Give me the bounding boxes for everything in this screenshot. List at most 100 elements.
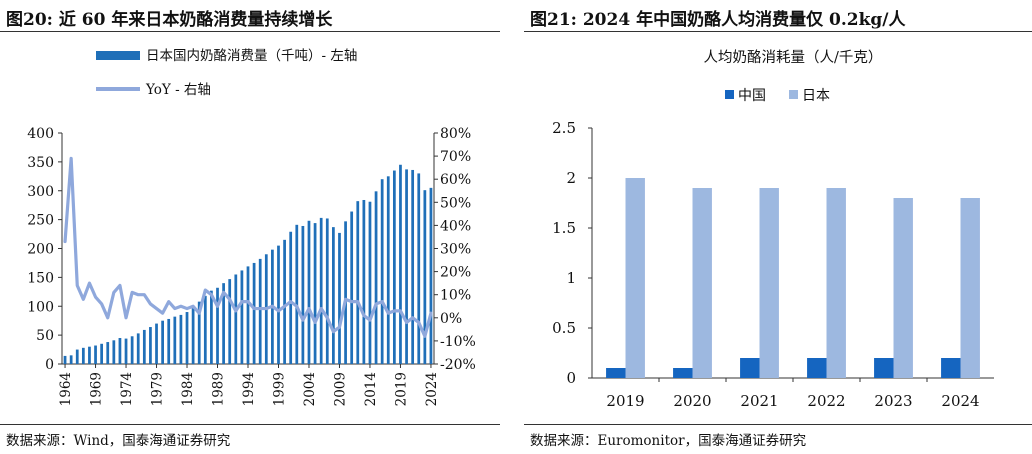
consumption-bar xyxy=(374,191,378,364)
legend-swatch-japan xyxy=(789,90,798,99)
japan-bar xyxy=(692,188,712,378)
x-tick-label: 2024 xyxy=(424,372,440,406)
y-tick-label-right: 10% xyxy=(440,288,471,304)
consumption-bar xyxy=(112,340,116,364)
x-tick-label: 2004 xyxy=(302,372,318,406)
consumption-bar xyxy=(344,221,347,364)
y-tick-label-right: 30% xyxy=(440,242,471,258)
y-tick-label: 2 xyxy=(566,169,576,187)
consumption-bar xyxy=(277,245,280,364)
y-tick-label: 1 xyxy=(566,269,576,287)
x-tick-label: 2023 xyxy=(874,392,912,410)
consumption-bar xyxy=(88,346,91,364)
consumption-bar xyxy=(210,290,213,364)
source-note: 数据来源：Euromonitor，国泰海通证券研究 xyxy=(530,433,807,449)
y-tick-label-right: 40% xyxy=(440,218,471,234)
consumption-bar xyxy=(191,307,195,364)
y-tick-label-right: -10% xyxy=(440,334,476,350)
legend-swatch-consumption xyxy=(96,51,140,60)
y-tick-label-right: 50% xyxy=(440,195,471,211)
consumption-bar xyxy=(392,170,396,364)
consumption-bar xyxy=(362,199,366,364)
legend-swatch-china xyxy=(725,90,734,99)
consumption-bar xyxy=(130,336,134,364)
y-tick-label-left: 100 xyxy=(27,299,54,315)
y-tick-label: 1.5 xyxy=(552,219,576,237)
consumption-bar xyxy=(258,258,262,364)
china-bar xyxy=(740,358,760,378)
japan-bar xyxy=(759,188,779,378)
china-bar xyxy=(874,358,894,378)
figure-20-panel: 图20: 近 60 年来日本奶酪消费量持续增长 日本国内奶酪消费量（千吨）- 左… xyxy=(0,0,500,454)
consumption-bar xyxy=(81,347,85,364)
x-tick-label: 2019 xyxy=(393,372,409,406)
consumption-bar xyxy=(63,355,67,364)
consumption-bar xyxy=(142,329,146,364)
legend-label-china: 中国 xyxy=(738,88,766,104)
consumption-bar xyxy=(179,314,183,364)
y-tick-label-left: 250 xyxy=(27,213,54,229)
consumption-bar xyxy=(228,279,232,364)
figure-title: 图21: 2024 年中国奶酪人均消费量仅 0.2kg/人 xyxy=(530,10,906,30)
consumption-bar xyxy=(386,176,390,364)
japan-bar xyxy=(960,198,980,378)
consumption-bar xyxy=(423,190,427,364)
consumption-bar xyxy=(417,173,421,364)
legend-label-yoy: YoY - 右轴 xyxy=(145,82,211,98)
consumption-bar xyxy=(295,224,299,364)
china-bar xyxy=(807,358,827,378)
consumption-bar xyxy=(338,232,341,364)
japan-bar xyxy=(893,198,913,378)
y-tick-label-left: 0 xyxy=(45,357,54,373)
consumption-bar xyxy=(411,169,415,364)
source-note: 数据来源：Wind，国泰海通证券研究 xyxy=(6,433,231,449)
x-tick-label: 1984 xyxy=(180,372,196,406)
x-tick-label: 1994 xyxy=(241,372,257,406)
consumption-bar xyxy=(149,327,152,364)
cheese-consumption-chart: 日本国内奶酪消费量（千吨）- 左轴 YoY - 右轴 0 50 100 150 200 250… xyxy=(27,48,476,406)
consumption-bar xyxy=(240,270,244,364)
consumption-bar xyxy=(106,342,110,364)
source-rule xyxy=(524,424,1032,425)
x-tick-label: 1989 xyxy=(211,372,227,406)
consumption-bar xyxy=(289,231,293,364)
consumption-bar xyxy=(216,287,219,364)
consumption-bar xyxy=(332,227,335,364)
consumption-bar xyxy=(203,295,207,364)
y-tick-label-right: 80% xyxy=(440,126,471,142)
figure-title: 图20: 近 60 年来日本奶酪消费量持续增长 xyxy=(6,10,333,30)
consumption-bar xyxy=(234,274,238,364)
consumption-bar xyxy=(399,164,402,364)
consumption-bar xyxy=(222,283,225,364)
consumption-bar xyxy=(252,262,256,364)
consumption-bar xyxy=(75,349,79,364)
per-capita-consumption-chart: 人均奶酪消耗量（人/千克） 中国 日本 0 0.5 1 1.5 2 2.5 2019 2020 202… xyxy=(552,49,994,410)
x-tick-label: 1969 xyxy=(89,372,105,406)
y-tick-label-right: -20% xyxy=(440,357,476,373)
consumption-bar xyxy=(325,218,329,364)
y-tick-label: 0 xyxy=(566,369,576,387)
consumption-bar xyxy=(69,355,73,364)
consumption-bar xyxy=(313,223,317,364)
x-tick-label: 2009 xyxy=(332,372,348,406)
consumption-bar xyxy=(136,333,140,364)
legend-label-consumption: 日本国内奶酪消费量（千吨）- 左轴 xyxy=(146,48,357,64)
consumption-bar xyxy=(319,217,323,364)
y-tick-label-left: 200 xyxy=(27,242,54,258)
china-bar xyxy=(673,368,693,378)
figure-21-panel: 图21: 2024 年中国奶酪人均消费量仅 0.2kg/人 人均奶酪消耗量（人/… xyxy=(524,0,1032,454)
source-rule xyxy=(0,424,500,425)
title-rule xyxy=(524,31,1032,32)
y-tick-label-left: 150 xyxy=(27,270,54,286)
y-tick-label-right: 0% xyxy=(440,311,462,327)
x-tick-label: 2021 xyxy=(740,392,778,410)
y-tick-label: 2.5 xyxy=(552,119,576,137)
japan-bar xyxy=(826,188,846,378)
y-tick-label-right: 60% xyxy=(440,172,471,188)
consumption-bar xyxy=(429,187,433,364)
consumption-bar xyxy=(283,239,286,364)
consumption-bar xyxy=(185,312,189,364)
consumption-bar xyxy=(100,343,104,364)
y-tick-label-right: 20% xyxy=(440,265,471,281)
consumption-bar xyxy=(94,345,97,364)
